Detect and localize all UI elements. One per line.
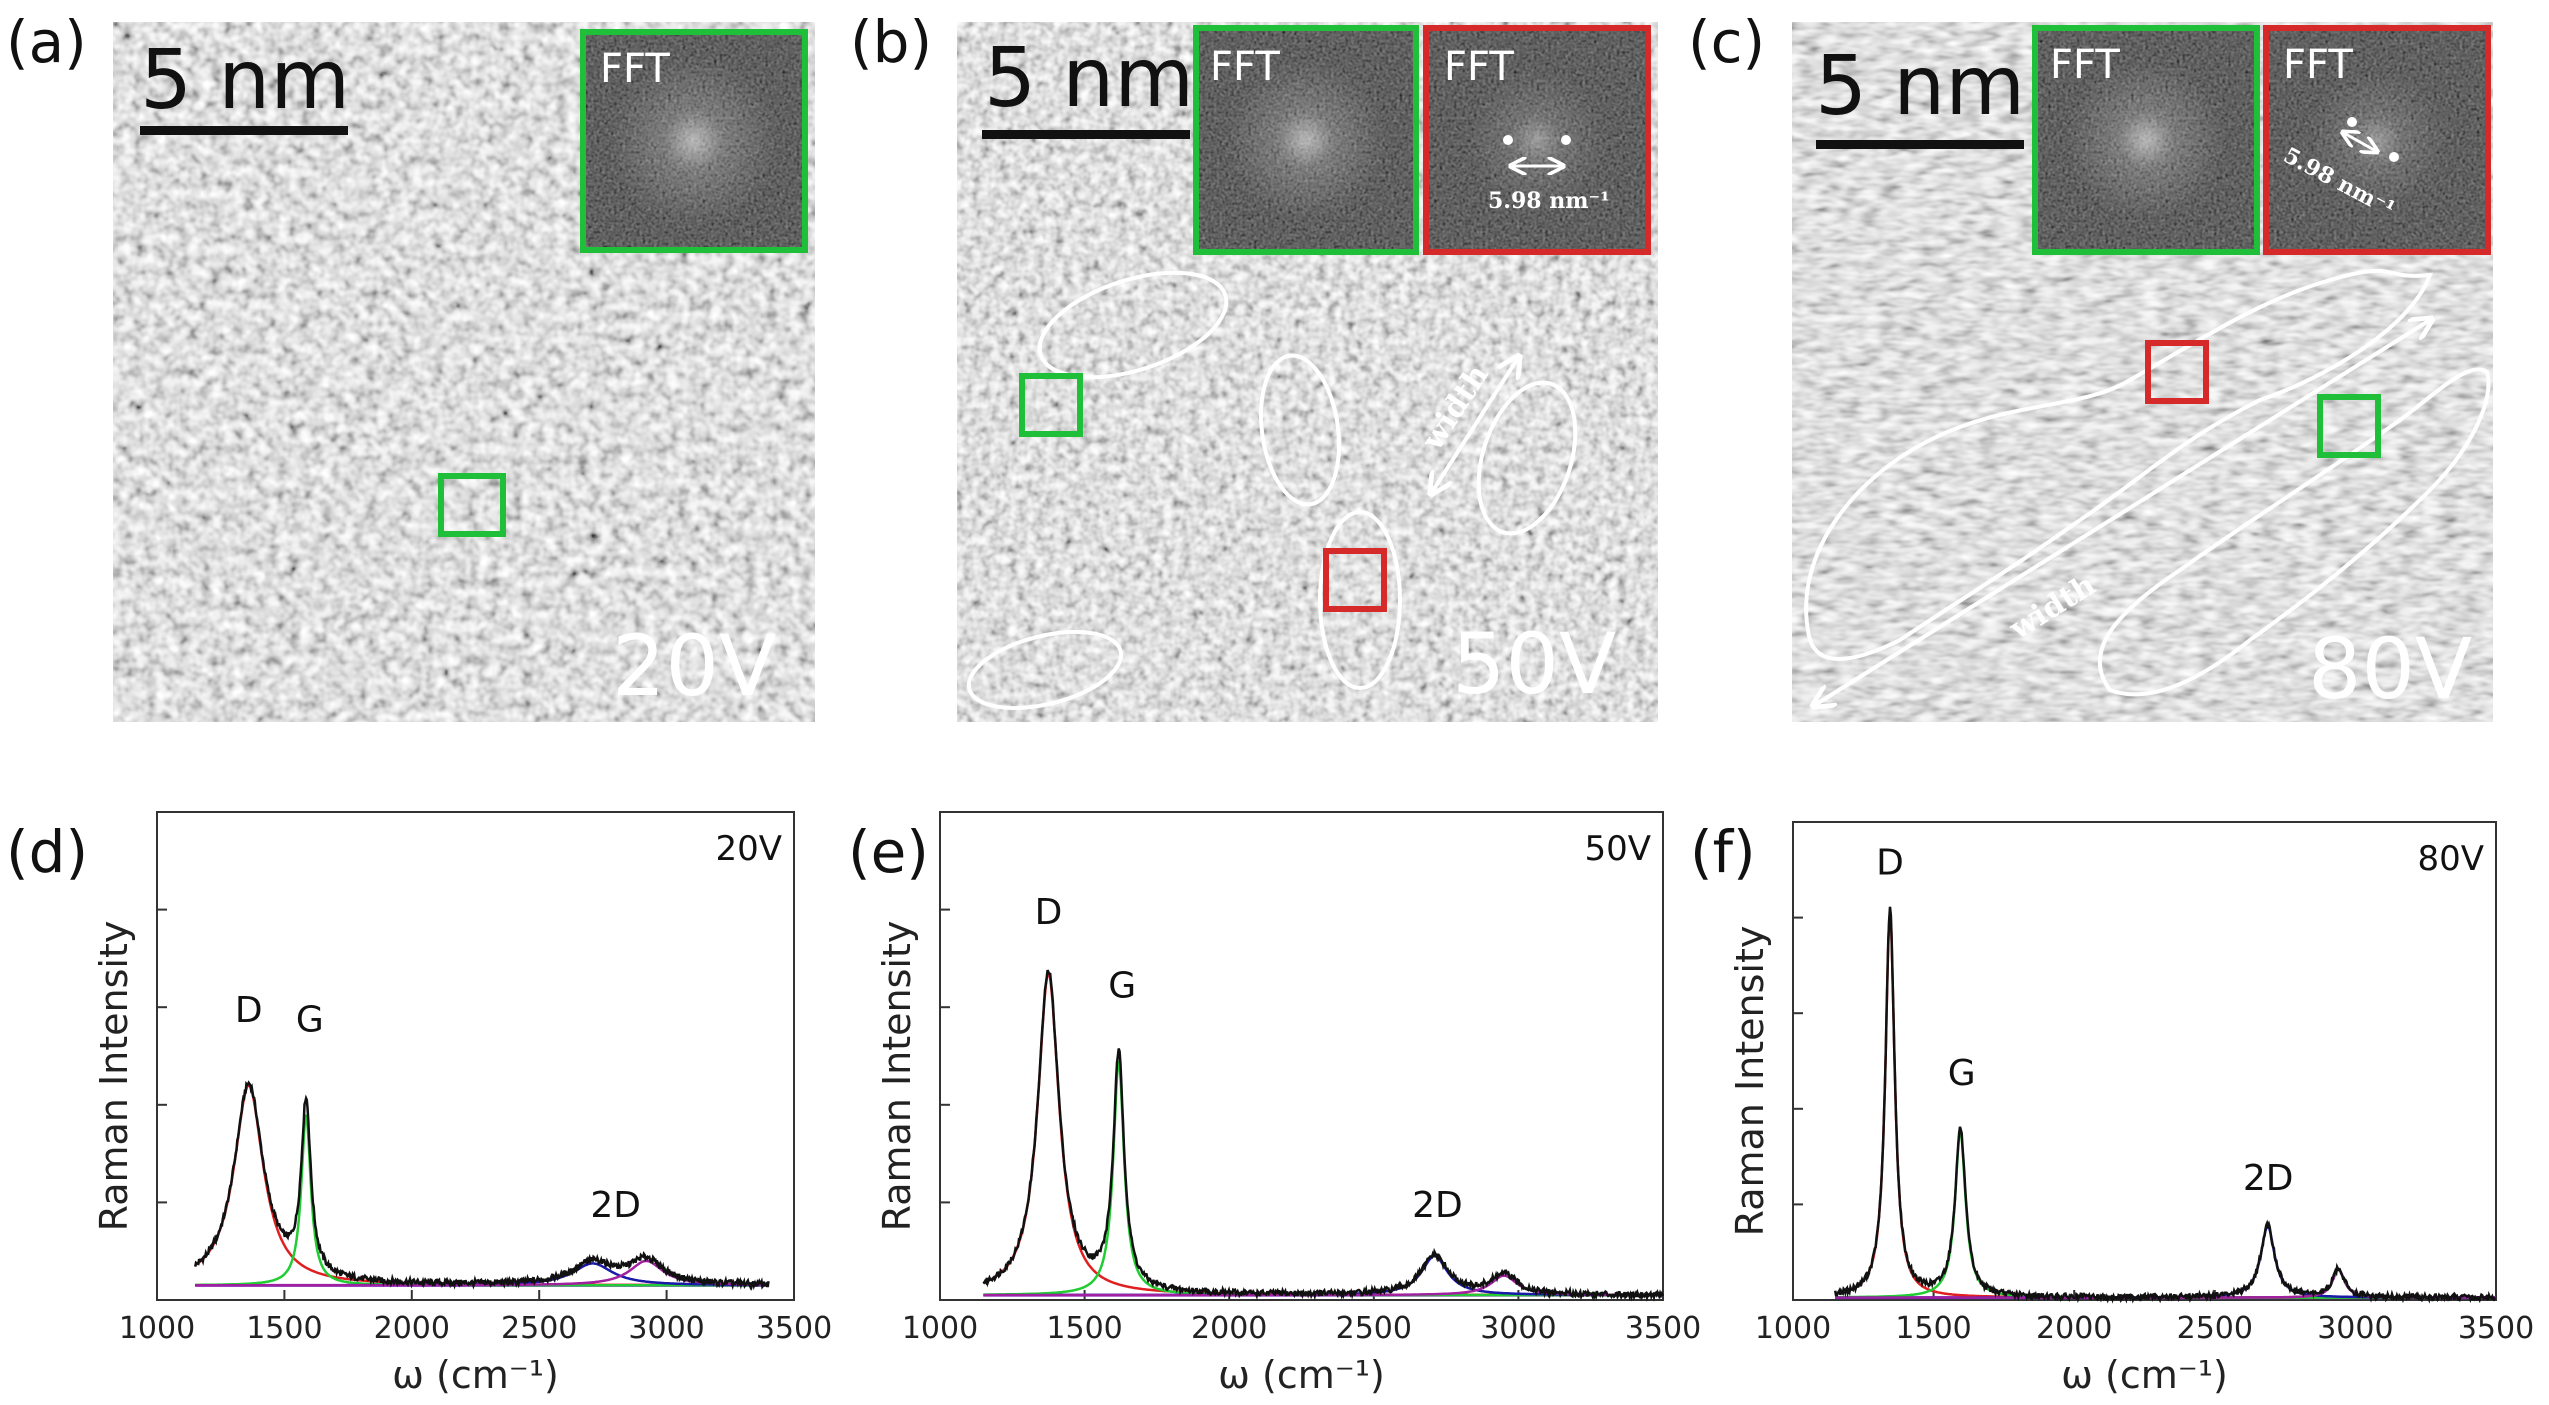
fft-spot-c1 [2347, 117, 2357, 127]
scale-bar-b [982, 130, 1190, 139]
peak-label-d: D [235, 990, 263, 1031]
tem-panel-b: (b) 5 nm FFT FFT 5.98 nm⁻¹ [850, 8, 1658, 722]
fft-distance-arrow-c [2344, 133, 2376, 151]
fft-inset-a-green: FFT [580, 29, 808, 253]
plot-frame [939, 811, 1664, 1301]
tem-panel-c: (c) 5 nm FFT FFT 5.98 nm⁻¹ width [1688, 8, 2493, 722]
peak-label-2d: 2D [2243, 1158, 2294, 1199]
width-arrow-b [1432, 358, 1518, 492]
peak-label-2d: 2D [590, 1185, 641, 1226]
fft-value-b: 5.98 nm⁻¹ [1488, 188, 1610, 214]
voltage-label-c: 80V [2308, 620, 2472, 718]
voltage-label-a: 20V [612, 617, 776, 715]
x-tick-label: 1000 [1755, 1311, 1831, 1346]
y-axis-label: Raman Intensity [1728, 926, 1772, 1237]
fit-g [1835, 1126, 2496, 1299]
peak-label-g: G [1108, 965, 1136, 1006]
x-tick-label: 1500 [1046, 1311, 1122, 1346]
x-tick-label: 2000 [1191, 1311, 1267, 1346]
peak-label-g: G [296, 1000, 324, 1041]
panel-label-d: (d) [6, 818, 88, 886]
fft-inset-b-green: FFT [1193, 25, 1419, 255]
scale-bar-a [140, 126, 348, 135]
fft-spot-b2 [1561, 135, 1571, 145]
fit-g [195, 1114, 768, 1287]
x-tick-label: 1500 [246, 1311, 322, 1346]
roi-green-b [1019, 373, 1083, 437]
scale-bar-c [1816, 140, 2024, 149]
voltage-label: 20V [715, 829, 782, 869]
x-tick-label: 2500 [501, 1311, 577, 1346]
peak-label-g: G [1948, 1053, 1976, 1094]
x-tick-label: 3000 [628, 1311, 704, 1346]
grain-outlines-b [966, 270, 1578, 711]
fit-d [194, 1084, 768, 1287]
x-tick-label: 3500 [2458, 1311, 2534, 1346]
scale-bar-label-b: 5 nm [984, 31, 1194, 126]
x-tick-label: 1000 [119, 1311, 195, 1346]
fft-title-c-red: FFT [2283, 42, 2353, 88]
x-tick-label: 3500 [1625, 1311, 1701, 1346]
fft-spot-c2 [2389, 152, 2399, 162]
measured-spectrum [193, 1080, 770, 1292]
peak-label-d: D [1876, 843, 1904, 884]
roi-green-c [2317, 394, 2381, 458]
width-arrow-c [1815, 320, 2430, 705]
panel-label-e: (e) [848, 818, 929, 886]
y-axis-label: Raman Intensity [875, 921, 919, 1232]
panel-label-b: (b) [850, 8, 932, 76]
measured-spectrum [982, 969, 1664, 1302]
fit-2d [983, 1254, 1663, 1297]
raman-chart-d: 1000 1500 2000 2500 3000 3500 ω (cm⁻¹) Raman In… [92, 811, 832, 1397]
plot-frame [156, 811, 795, 1301]
fft-inset-c-green: FFT [2032, 25, 2260, 255]
panel-label-f: (f) [1690, 818, 1756, 886]
tem-panel-a: (a) 5 nm FFT 20V [6, 8, 815, 722]
x-tick-label: 3500 [756, 1311, 832, 1346]
roi-red-c [2145, 340, 2209, 404]
roi-red-b [1323, 548, 1387, 612]
fft-inset-b-red: FFT 5.98 nm⁻¹ [1423, 25, 1651, 255]
x-tick-label: 3000 [2317, 1311, 2393, 1346]
fft-title-b-red: FFT [1444, 44, 1514, 90]
x-tick-label: 2500 [2177, 1311, 2253, 1346]
raman-chart-e: 1000 1500 2000 2500 3000 3500 ω (cm⁻¹) Raman In… [875, 811, 1701, 1397]
fft-title-a: FFT [600, 46, 670, 92]
voltage-label-b: 50V [1452, 615, 1616, 713]
y-axis-label: Raman Intensity [92, 921, 136, 1232]
scale-bar-label-c: 5 nm [1815, 39, 2025, 134]
raman-chart-f: 1000 1500 2000 2500 3000 3500 ω (cm⁻¹) Raman In… [1728, 821, 2534, 1397]
x-tick-label: 2500 [1336, 1311, 1412, 1346]
fft-title-b-green: FFT [1210, 44, 1280, 90]
voltage-label: 80V [2417, 839, 2484, 879]
x-tick-label: 2000 [374, 1311, 450, 1346]
measured-spectrum [1833, 906, 2496, 1304]
plot-frame [1792, 821, 2497, 1301]
peak-label-d: D [1035, 892, 1063, 933]
fft-title-c-green: FFT [2050, 42, 2120, 88]
x-axis-label: ω (cm⁻¹) [392, 1353, 559, 1397]
fft-inset-c-red: FFT 5.98 nm⁻¹ [2263, 25, 2491, 255]
panel-label-c: (c) [1688, 8, 1765, 76]
roi-green-a [438, 473, 506, 537]
x-axis-label: ω (cm⁻¹) [1218, 1353, 1385, 1397]
peak-label-2d: 2D [1412, 1185, 1463, 1226]
x-tick-label: 1500 [1895, 1311, 1971, 1346]
x-tick-label: 1000 [902, 1311, 978, 1346]
fit-d [1834, 911, 2496, 1299]
fft-spot-b1 [1503, 135, 1513, 145]
voltage-label: 50V [1584, 829, 1651, 869]
panel-label-a: (a) [6, 8, 87, 76]
x-tick-label: 3000 [1480, 1311, 1556, 1346]
x-tick-label: 2000 [2036, 1311, 2112, 1346]
scale-bar-label-a: 5 nm [140, 33, 350, 128]
x-axis-label: ω (cm⁻¹) [2061, 1353, 2228, 1397]
